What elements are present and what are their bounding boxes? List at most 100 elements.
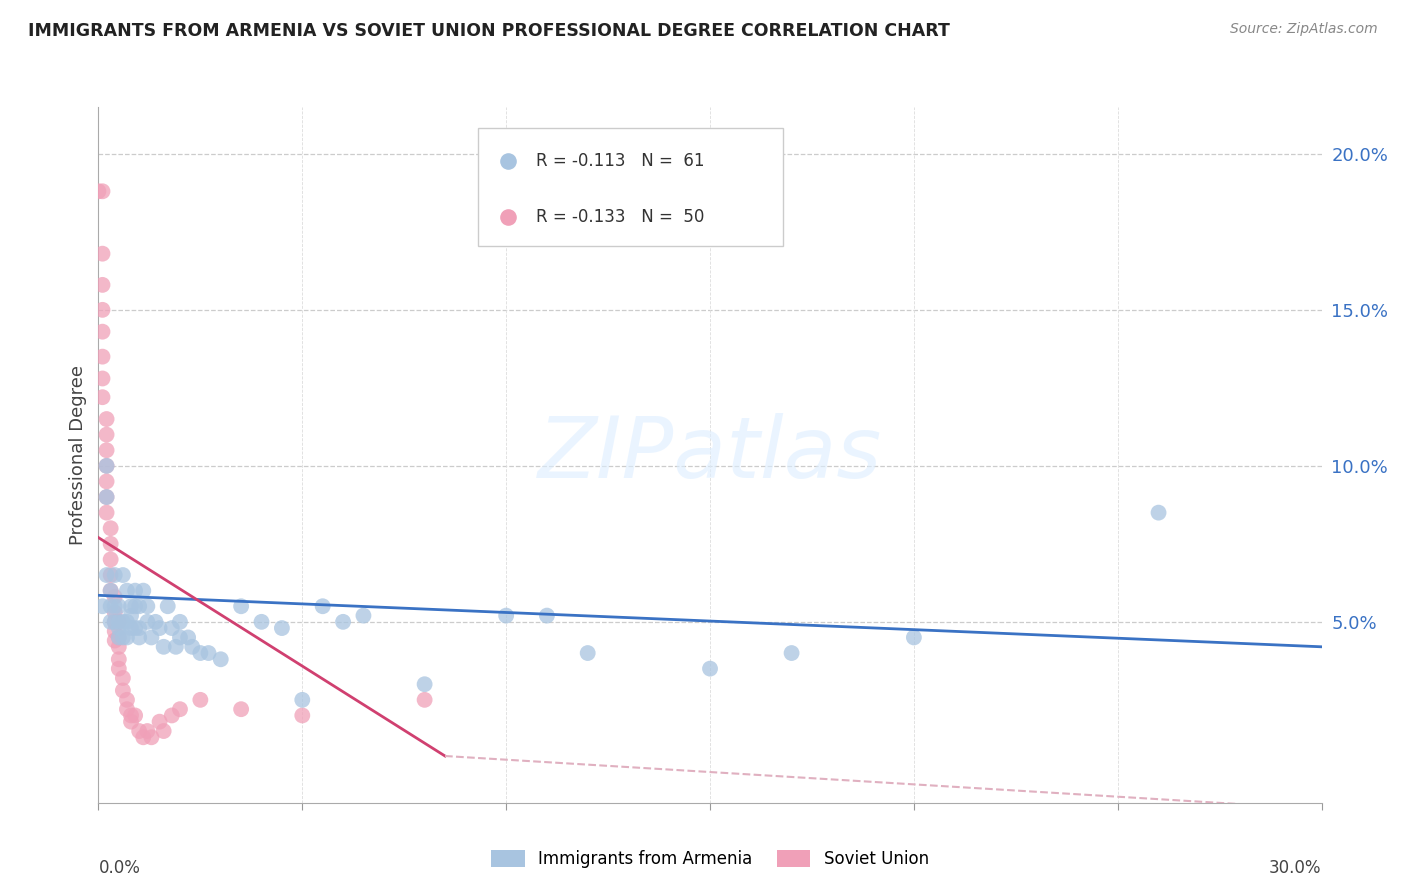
Point [136,599,159,614]
Point [111,615,134,629]
Point [903,631,925,645]
Point [96,412,118,426]
Point [104,606,127,620]
Point [152,640,174,654]
Point [149,621,172,635]
Point [108,599,131,614]
Point [91,350,114,364]
Point [160,621,183,635]
Point [169,615,191,629]
Point [108,615,131,629]
Point [536,608,558,623]
Point [104,624,127,639]
Point [91,246,114,260]
Point [160,708,183,723]
Point [96,458,118,473]
FancyBboxPatch shape [478,128,783,246]
Text: IMMIGRANTS FROM ARMENIA VS SOVIET UNION PROFESSIONAL DEGREE CORRELATION CHART: IMMIGRANTS FROM ARMENIA VS SOVIET UNION … [28,22,950,40]
Point [145,615,167,629]
Point [576,646,599,660]
Point [413,677,436,691]
Point [136,724,159,739]
Point [231,702,253,716]
Point [96,475,118,489]
Point [128,599,150,614]
Point [1147,506,1170,520]
Point [169,702,191,716]
Point [250,615,273,629]
Text: 0.0%: 0.0% [98,859,141,877]
Point [100,599,122,614]
Y-axis label: Professional Degree: Professional Degree [69,365,87,545]
Point [111,683,134,698]
Point [231,599,253,614]
Point [141,631,163,645]
Point [152,724,174,739]
Point [108,640,131,654]
Point [115,702,138,716]
Point [132,583,155,598]
Text: R = -0.113   N =  61: R = -0.113 N = 61 [536,152,704,170]
Point [495,608,517,623]
Point [156,599,179,614]
Point [332,615,354,629]
Point [100,552,122,566]
Point [136,615,159,629]
Point [188,693,212,707]
Point [124,583,146,598]
Text: R = -0.133   N =  50: R = -0.133 N = 50 [536,208,704,226]
Point [124,708,146,723]
Point [96,443,118,458]
Point [128,621,150,635]
Point [111,631,134,645]
Point [100,583,122,598]
Point [104,615,127,629]
Point [91,325,114,339]
Point [197,646,219,660]
Point [100,521,122,535]
Point [91,390,114,404]
Point [96,490,118,504]
Point [780,646,803,660]
Point [115,631,138,645]
Point [100,537,122,551]
Point [100,568,122,582]
Point [108,621,131,635]
Point [108,631,131,645]
Point [108,631,131,645]
Point [96,458,118,473]
Point [312,599,335,614]
Point [108,662,131,676]
Point [96,568,118,582]
Point [128,631,150,645]
Legend: Immigrants from Armenia, Soviet Union: Immigrants from Armenia, Soviet Union [485,843,935,874]
Point [209,652,232,666]
Point [120,599,142,614]
Point [177,631,200,645]
Point [100,615,122,629]
Point [108,615,131,629]
Point [169,631,191,645]
Point [352,608,374,623]
Point [124,621,146,635]
Text: Source: ZipAtlas.com: Source: ZipAtlas.com [1230,22,1378,37]
Point [96,490,118,504]
Point [115,615,138,629]
Point [91,599,114,614]
Point [91,302,114,317]
Point [91,371,114,385]
Point [104,615,127,629]
Point [188,646,212,660]
Point [111,568,134,582]
Point [104,633,127,648]
Point [141,731,163,745]
Point [87,184,110,198]
Point [120,608,142,623]
Point [181,640,204,654]
Point [149,714,172,729]
Text: 30.0%: 30.0% [1270,859,1322,877]
Point [91,184,114,198]
Point [120,714,142,729]
Point [100,583,122,598]
Point [96,427,118,442]
